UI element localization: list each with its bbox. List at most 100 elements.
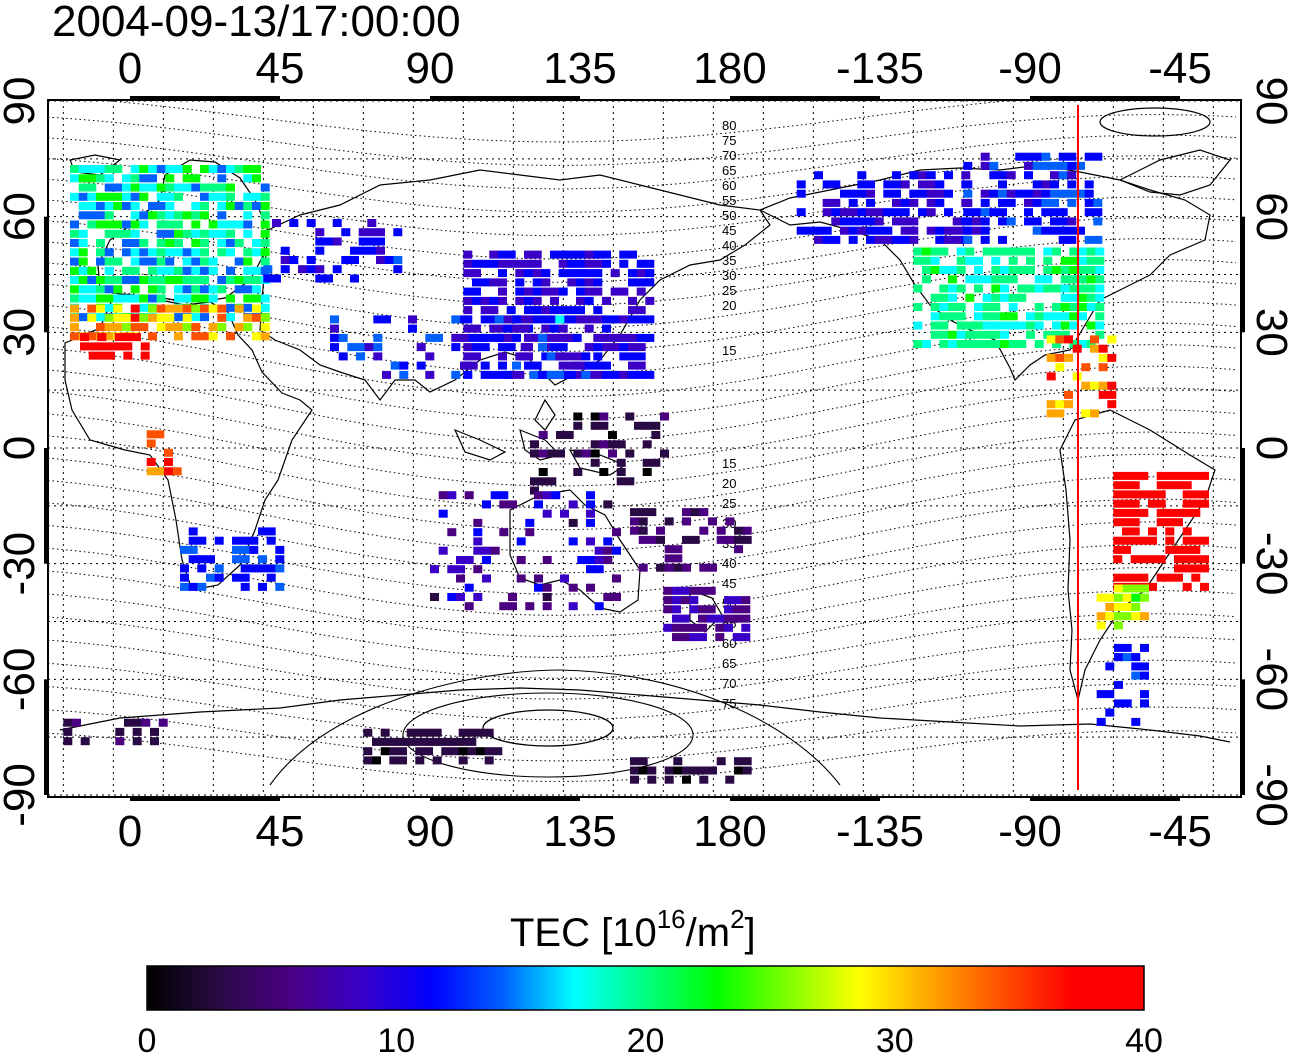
tec-cell [1107, 381, 1117, 390]
tec-cell [1069, 340, 1079, 348]
tec-cell [989, 161, 999, 170]
tec-cell [188, 527, 198, 536]
contour-line [48, 544, 1237, 616]
tec-cell [1148, 499, 1157, 508]
tec-cell [132, 727, 142, 736]
tec-cell [568, 602, 578, 611]
tec-cell [234, 220, 244, 229]
tec-cell [883, 226, 893, 235]
tec-cell [200, 165, 209, 173]
tec-cell [458, 756, 468, 765]
tec-cell [122, 276, 131, 284]
tec-cell [191, 248, 201, 257]
tec-cell [1130, 471, 1140, 480]
tec-cell [991, 266, 1001, 274]
tec-cell [647, 508, 657, 517]
tec-cell [234, 323, 244, 332]
tec-cell [998, 180, 1007, 189]
tec-cell [70, 285, 79, 294]
tec-cell [840, 189, 849, 198]
tec-cell [398, 747, 407, 756]
tec-cell [489, 306, 499, 315]
tec-cell [341, 256, 351, 264]
tec-cell [541, 269, 551, 278]
contour-line [48, 431, 1237, 509]
tec-cell [948, 303, 957, 311]
tec-cell [991, 256, 1001, 265]
tec-cell [1060, 275, 1070, 284]
tec-cell [636, 333, 646, 342]
tec-cell [1060, 321, 1070, 330]
tec-cell [734, 757, 743, 766]
tec-cell [1140, 612, 1149, 621]
tec-cell [628, 370, 637, 379]
tec-cell [97, 351, 107, 360]
tec-cell [515, 352, 525, 361]
tec-cell [616, 458, 626, 467]
tec-cell [1130, 490, 1140, 499]
tec-cell [272, 274, 281, 283]
tec-cell [1182, 471, 1192, 480]
longitude-ticks-top: 0 45 90 135 180 -135 -90 -45 [118, 44, 1212, 93]
tec-cell [1098, 344, 1108, 353]
tec-cell [636, 259, 646, 268]
tec-cell [148, 294, 157, 303]
tec-cell [484, 747, 494, 756]
tec-cell [689, 605, 699, 614]
tec-cell [1122, 612, 1132, 621]
tec-cell [547, 477, 557, 486]
tec-cell [550, 333, 559, 342]
tec-cell [1095, 275, 1105, 284]
tec-cell [530, 477, 539, 486]
tec-cell [1093, 152, 1103, 161]
tec-cell [619, 250, 629, 259]
lon-tick-label: 135 [543, 807, 616, 856]
tec-cell [512, 333, 521, 342]
tec-cell [494, 333, 504, 342]
tec-cell [389, 737, 399, 746]
contour-loop [402, 692, 694, 778]
frame-bar [1240, 448, 1245, 564]
tec-cell [200, 304, 209, 313]
tec-cell [1000, 284, 1009, 293]
frame-bar [730, 96, 880, 101]
tec-cell [191, 229, 201, 238]
tec-cell [708, 517, 717, 526]
tec-cell [1098, 363, 1108, 372]
tec-cell [848, 226, 858, 235]
tec-cell [1041, 198, 1051, 207]
tec-cell [174, 183, 183, 192]
tec-cell [532, 278, 542, 287]
tec-cell [139, 303, 149, 312]
tec-cell [1058, 161, 1068, 170]
tec-cell [874, 226, 884, 235]
tec-cell [900, 217, 910, 226]
tec-cell [939, 266, 949, 274]
tec-cell [699, 766, 709, 775]
tec-cell [647, 766, 657, 775]
contour-line [48, 453, 1237, 531]
tec-cell [1041, 152, 1051, 161]
tec-cell [275, 582, 285, 591]
tec-cell [645, 278, 655, 287]
tec-cell [1156, 499, 1166, 508]
tec-cell [482, 574, 491, 583]
tec-cell [376, 228, 385, 237]
tec-cell [1067, 189, 1077, 198]
tec-cell [191, 211, 201, 220]
tec-cell [398, 737, 407, 746]
tec-cell [584, 296, 594, 305]
tec-cell [156, 266, 166, 275]
tec-cell [1140, 671, 1149, 680]
tec-cell [70, 248, 79, 257]
tec-cell [515, 278, 525, 287]
tec-cell [663, 596, 673, 605]
tec-cell [473, 537, 483, 546]
tec-cell [909, 189, 919, 198]
tec-cell [716, 535, 726, 544]
tec-cell [900, 235, 910, 244]
tec-cell [734, 535, 743, 544]
tec-cell [935, 180, 945, 189]
tec-cell [122, 266, 131, 275]
tec-cell [1026, 266, 1035, 274]
